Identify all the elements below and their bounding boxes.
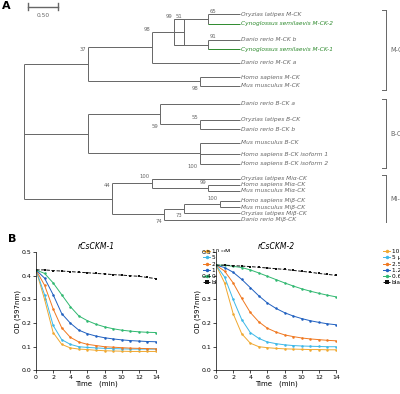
Text: 98: 98: [191, 86, 198, 91]
Text: Danio rerio B-CK a: Danio rerio B-CK a: [241, 101, 295, 106]
Text: 44: 44: [103, 183, 110, 188]
Text: B: B: [8, 234, 16, 244]
Text: Homo sapiens B-CK isoform 2: Homo sapiens B-CK isoform 2: [241, 161, 328, 166]
Title: rCsCKM-2: rCsCKM-2: [258, 242, 294, 251]
Text: Mus musculus B-CK: Mus musculus B-CK: [241, 140, 299, 145]
Text: Danio rerio M-CK a: Danio rerio M-CK a: [241, 60, 296, 65]
Text: 98: 98: [143, 27, 150, 32]
Text: Danio rerio M-CK b: Danio rerio M-CK b: [241, 37, 296, 42]
Text: Homo sapiens Miβ-CK: Homo sapiens Miβ-CK: [241, 198, 305, 203]
Text: 100: 100: [140, 174, 150, 179]
Text: Homo sapiens Miα-CK: Homo sapiens Miα-CK: [241, 182, 306, 187]
Text: B-CK: B-CK: [390, 131, 400, 137]
Text: 99: 99: [165, 15, 172, 19]
Text: Homo sapiens B-CK isoform 1: Homo sapiens B-CK isoform 1: [241, 152, 328, 156]
Legend: 10 μM, 5 μM, 2.5 μM, 1.25 μM, 0.625 μM, blank: 10 μM, 5 μM, 2.5 μM, 1.25 μM, 0.625 μM, …: [203, 249, 240, 286]
Text: 74: 74: [155, 219, 162, 224]
Text: A: A: [2, 1, 11, 11]
Text: Cynoglossus semilaevis M-CK-1: Cynoglossus semilaevis M-CK-1: [241, 47, 333, 52]
Text: 100: 100: [188, 164, 198, 169]
Text: 99: 99: [199, 180, 206, 185]
X-axis label: Time (min): Time (min): [255, 381, 297, 387]
Text: 55: 55: [191, 115, 198, 120]
Text: M-CK: M-CK: [390, 47, 400, 53]
X-axis label: Time (min): Time (min): [75, 381, 117, 387]
Text: Mus musculus M-CK: Mus musculus M-CK: [241, 84, 300, 88]
Text: 0.50: 0.50: [36, 13, 50, 19]
Text: Oryzias latipes M-CK: Oryzias latipes M-CK: [241, 12, 302, 17]
Text: 100: 100: [208, 196, 218, 201]
Text: 65: 65: [210, 9, 217, 14]
Text: 51: 51: [175, 15, 182, 19]
Text: Oryzias latipes B-CK: Oryzias latipes B-CK: [241, 117, 300, 122]
Text: Mus musculus Miβ-CK: Mus musculus Miβ-CK: [241, 204, 305, 210]
Text: Homo sapiens M-CK: Homo sapiens M-CK: [241, 74, 300, 80]
Text: 91: 91: [210, 34, 217, 39]
Y-axis label: OD (597nm): OD (597nm): [14, 290, 20, 333]
Text: Oryzias latipes Miβ-CK: Oryzias latipes Miβ-CK: [241, 211, 307, 216]
Text: Danio rerio B-CK b: Danio rerio B-CK b: [241, 126, 295, 132]
Text: Cynoglossus semilaevis M-CK-2: Cynoglossus semilaevis M-CK-2: [241, 21, 333, 26]
Legend: 10 μM, 5 μM, 2.5 μM, 1.25 μM, 0.625 μM, blank: 10 μM, 5 μM, 2.5 μM, 1.25 μM, 0.625 μM, …: [383, 249, 400, 286]
Title: rCsCKM-1: rCsCKM-1: [78, 242, 114, 251]
Text: 37: 37: [79, 47, 86, 52]
Text: Mus musculus Miα-CK: Mus musculus Miα-CK: [241, 188, 306, 193]
Text: Danio rerio Miβ-CK: Danio rerio Miβ-CK: [241, 217, 296, 223]
Text: Mi-CK: Mi-CK: [390, 197, 400, 203]
Text: Oryzias latipes Miα-CK: Oryzias latipes Miα-CK: [241, 177, 307, 182]
Y-axis label: OD (597nm): OD (597nm): [194, 290, 200, 333]
Text: 59: 59: [151, 124, 158, 129]
Text: 73: 73: [175, 212, 182, 217]
